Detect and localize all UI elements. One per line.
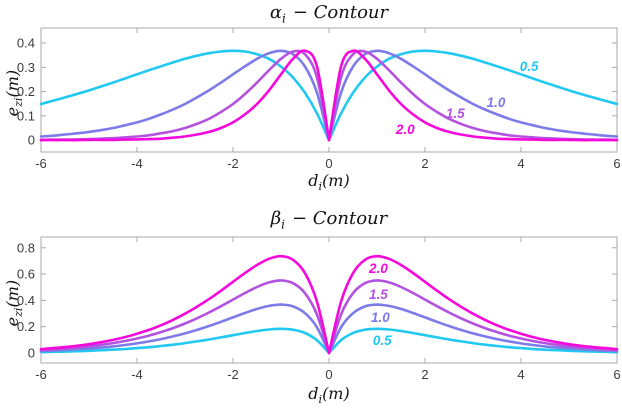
xlabel-symbol: d: [308, 384, 319, 403]
y-tick-label: 0: [28, 346, 35, 361]
y-tick-label: 0.8: [17, 240, 35, 255]
curve-label-1.0: 1.0: [371, 310, 390, 325]
x-tick-label: 0: [325, 367, 332, 382]
series-line-0.5: [39, 49, 619, 142]
alpha-chart-xlabel: di(m): [308, 171, 349, 193]
series-line-2.0: [39, 254, 619, 355]
x-tick-label: -2: [227, 156, 239, 171]
series-line-1.0: [39, 303, 619, 355]
alpha-chart-title: αi − Contour: [270, 2, 388, 26]
series-line-1.0: [39, 49, 619, 142]
beta-symbol: β: [270, 208, 282, 229]
beta-contour-plot: -6 -4 -2 0 2 4 6 0 0.2 0.4 0.6 0.8 2.0 1.5 1.0 0.5: [17, 236, 621, 382]
series-line-1.5: [39, 279, 619, 355]
y-tick-label: 0.3: [17, 60, 35, 75]
y-tick-label: 0.2: [17, 319, 35, 334]
alpha-contour-plot: -6 -4 -2 0 2 4 6 0 0.1 0.2 0.3 0.4 0.5 1.0 1.5 2.0: [17, 27, 621, 171]
beta-subscript: i: [281, 217, 285, 232]
x-tick-label: 6: [613, 367, 620, 382]
xlabel-subscript: i: [318, 393, 323, 407]
curve-label-1.5: 1.5: [369, 287, 388, 302]
curve-label-2.0: 2.0: [395, 122, 415, 137]
beta-chart-title: βi − Contour: [271, 208, 388, 232]
series-line-0.5: [39, 327, 619, 355]
alpha-symbol: α: [269, 2, 283, 23]
x-tick-label: 4: [517, 156, 524, 171]
x-tick-label: 2: [421, 367, 428, 382]
curve-label-1.0: 1.0: [487, 95, 506, 110]
beta-title-rest: − Contour: [291, 208, 388, 229]
x-tick-label: 0: [325, 156, 332, 171]
y-tick-label: 0.4: [17, 293, 35, 308]
x-tick-label: 6: [613, 156, 620, 171]
xlabel-subscript: i: [318, 180, 323, 194]
x-tick-label: -2: [227, 367, 239, 382]
xlabel-unit: (m): [322, 384, 350, 403]
beta-chart-xlabel: di(m): [308, 384, 349, 406]
x-tick-label: 4: [517, 367, 524, 382]
x-tick-label: -4: [131, 156, 143, 171]
curve-label-0.5: 0.5: [520, 59, 539, 74]
y-tick-label: 0.4: [17, 36, 35, 51]
x-tick-label: -6: [35, 367, 47, 382]
x-tick-label: -6: [35, 156, 47, 171]
xlabel-symbol: d: [308, 171, 319, 190]
curve-label-2.0: 2.0: [368, 261, 388, 276]
y-tick-label: 0.1: [17, 108, 35, 123]
alpha-title-rest: − Contour: [292, 2, 389, 23]
y-tick-label: 0.6: [17, 267, 35, 282]
curve-label-1.5: 1.5: [446, 106, 465, 121]
series-line-2.0: [39, 49, 619, 142]
x-tick-label: -4: [131, 367, 143, 382]
alpha-subscript: i: [282, 11, 286, 26]
curve-label-0.5: 0.5: [373, 333, 392, 348]
x-tick-label: 2: [421, 156, 428, 171]
y-tick-label: 0.2: [17, 84, 35, 99]
xlabel-unit: (m): [322, 171, 350, 190]
y-tick-label: 0: [28, 133, 35, 148]
